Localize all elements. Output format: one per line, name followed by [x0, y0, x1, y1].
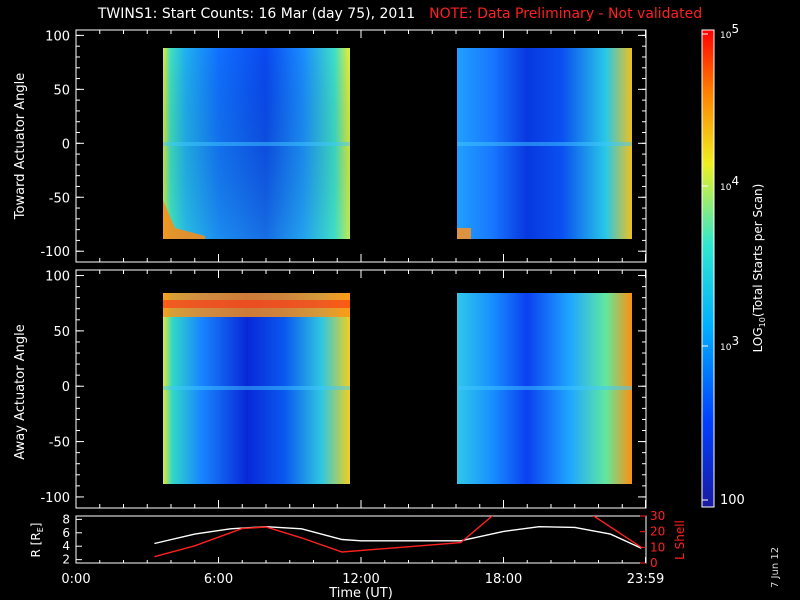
- toward-heatmap: [163, 48, 632, 239]
- x-tick-label: 6:00: [204, 572, 233, 587]
- title-note: NOTE: Data Preliminary - Not validated: [429, 6, 703, 22]
- r-tick-label: 6: [62, 526, 70, 540]
- l-shell-tick-label: 30: [650, 509, 665, 523]
- l-shell-tick-label: 0: [650, 556, 658, 570]
- y-tick-label: 0: [62, 137, 70, 152]
- toward-heatmap-hot-corner-2: [457, 228, 471, 239]
- r-axis-label: R [RE]: [29, 523, 45, 558]
- toward-x-ticks: [75, 30, 647, 262]
- away-heatmap: [163, 293, 632, 484]
- l-shell-line: [154, 516, 642, 558]
- ephemeris-panel-frame: [75, 515, 647, 564]
- x-tick-label: 12:00: [342, 572, 379, 587]
- colorbar-tick-label: 104: [720, 174, 739, 193]
- y-tick-label: 50: [53, 83, 70, 98]
- away-heatmap-hot-core: [163, 300, 350, 308]
- colorbar-label: LOG10(Total Starts per Scan): [751, 184, 767, 353]
- away-y-axis-label: Away Actuator Angle: [13, 324, 28, 459]
- away-x-ticks: [75, 270, 647, 508]
- date-stamp: 7 Jun 12: [770, 546, 781, 588]
- l-shell-tick-label: 20: [650, 525, 665, 539]
- away-heatmap-zero-band-2: [457, 386, 632, 390]
- away-panel: 100 50 0 -50 -100 Away Actuator Angle: [13, 269, 647, 509]
- x-tick-label: 18:00: [485, 572, 522, 587]
- l-shell-tick-label: 10: [650, 540, 665, 554]
- x-tick-label: 0:00: [61, 572, 90, 587]
- toward-heatmap-zero-band-1: [163, 142, 350, 146]
- r-tick-label: 8: [62, 512, 70, 526]
- x-tick-label: 23:59: [627, 572, 664, 587]
- ephemeris-x-ticks: 0:00 6:00 12:00 18:00 23:59: [61, 557, 664, 587]
- away-y-ticks: 100 50 0 -50 -100: [40, 270, 646, 506]
- colorbar: 105 104 103 100 LOG10(Total Starts per Scan…: [701, 22, 767, 508]
- y-tick-label: 0: [62, 380, 70, 395]
- colorbar-scale: [701, 29, 715, 508]
- y-tick-label: -100: [40, 245, 70, 260]
- title-main: TWINS1: Start Counts: 16 Mar (day 75), 2…: [97, 6, 416, 22]
- r-tick-label: 2: [62, 553, 70, 567]
- l-shell-axis-label: L Shell: [673, 520, 687, 560]
- y-tick-label: -50: [49, 436, 70, 451]
- r-distance-line: [154, 525, 642, 549]
- y-tick-label: -50: [49, 191, 70, 206]
- toward-heatmap-zero-band-2: [457, 142, 632, 146]
- away-heatmap-zero-band-1: [163, 386, 350, 390]
- plot-title: TWINS1: Start Counts: 16 Mar (day 75), 2…: [0, 6, 800, 22]
- y-tick-label: 100: [45, 29, 70, 44]
- ephemeris-lines: [154, 516, 642, 558]
- colorbar-tick-label: 100: [720, 493, 745, 508]
- colorbar-ticks: 105 104 103 100: [702, 22, 745, 508]
- x-axis-label: Time (UT): [328, 586, 393, 600]
- toward-y-axis-label: Toward Actuator Angle: [13, 73, 28, 220]
- toward-y-ticks: 100 50 0 -50 -100: [40, 29, 646, 260]
- y-tick-label: -100: [40, 491, 70, 506]
- y-tick-label: 100: [45, 270, 70, 285]
- toward-panel: 100 50 0 -50 -100 Toward Actuator Angle: [13, 29, 647, 263]
- y-tick-label: 50: [53, 325, 70, 340]
- colorbar-tick-label: 105: [720, 22, 739, 41]
- colorbar-tick-label: 103: [720, 334, 739, 353]
- toward-heatmap-hot-corner: [163, 200, 205, 239]
- r-tick-label: 4: [62, 539, 70, 553]
